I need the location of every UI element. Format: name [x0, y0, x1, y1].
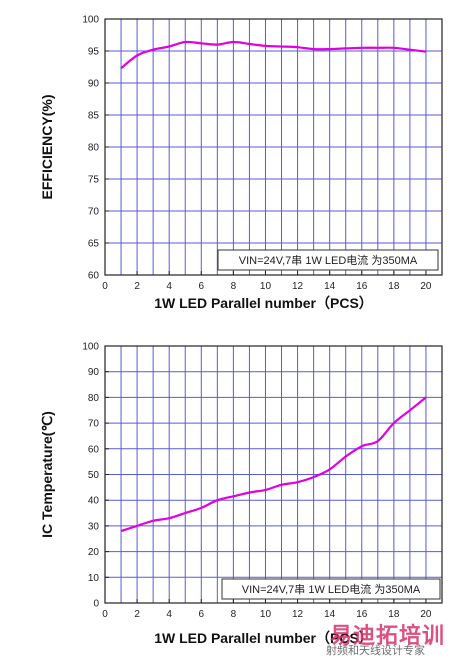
y-tick-label: 100: [82, 342, 99, 353]
annotation-box: VIN=24V,7串 1W LED电流 为350MA: [217, 249, 439, 271]
watermark-subtitle: 射频和天线设计专家: [326, 644, 425, 657]
x-tick-label: 14: [324, 281, 336, 292]
y-tick-label: 70: [88, 419, 100, 430]
y-tick-label: 60: [88, 444, 100, 455]
x-tick-label: 2: [134, 281, 140, 292]
x-tick-label: 12: [292, 609, 304, 620]
x-tick-label: 0: [102, 609, 108, 620]
y-axis-label: EFFICIENCY(%): [39, 95, 55, 200]
y-tick-label: 100: [82, 15, 99, 26]
y-tick-label: 75: [88, 175, 100, 186]
annotation-frame: [217, 249, 439, 271]
annotation-text: VIN=24V,7串 1W LED电流 为350MA: [239, 253, 418, 267]
grid: [105, 346, 442, 603]
x-tick-label: 8: [231, 609, 237, 620]
chart-1: 0 2 4 6 8 10 12 14 16 18 20 60 65 70 75 80 85 90 95 100 1W L…: [39, 15, 443, 311]
x-tick-label: 10: [260, 609, 272, 620]
y-tick-label: 80: [88, 143, 100, 154]
x-tick-label: 16: [356, 609, 368, 620]
y-tick-label: 50: [88, 470, 100, 481]
annotation-text: VIN=24V,7串 1W LED电流 为350MA: [242, 582, 421, 596]
y-tick-label: 70: [88, 207, 100, 218]
y-tick-label: 40: [88, 496, 100, 507]
y-tick-label: 60: [88, 271, 100, 282]
y-tick-label: 80: [88, 393, 100, 404]
x-tick-label: 4: [166, 281, 172, 292]
x-tick-label: 6: [199, 609, 205, 620]
chart-2: 0 2 4 6 8 10 12 14 16 18 20 0 10 20 30 40 50 60 70 80 90 100 1…: [39, 342, 443, 646]
x-tick-label: 20: [420, 281, 432, 292]
y-tick-label: 0: [93, 599, 99, 610]
x-tick-label: 6: [199, 281, 205, 292]
x-tick-label: 4: [166, 609, 172, 620]
x-tick-label: 18: [388, 609, 400, 620]
x-tick-label: 0: [102, 281, 108, 292]
y-tick-label: 30: [88, 521, 100, 532]
watermark-logo: 易迪拓培训 射频和天线设计专家: [322, 618, 472, 657]
x-axis-label: 1W LED Parallel number（PCS）: [154, 630, 373, 646]
y-tick-label: 95: [88, 47, 100, 58]
x-tick-label: 10: [260, 281, 272, 292]
x-tick-label: 14: [324, 609, 336, 620]
series-line: [120, 396, 427, 533]
x-tick-label: 18: [388, 281, 400, 292]
annotation-frame: [221, 578, 441, 600]
x-axis-label: 1W LED Parallel number（PCS）: [154, 295, 373, 311]
x-tick-label: 20: [420, 609, 432, 620]
watermark-title: 易迪拓培训: [330, 624, 446, 649]
y-tick-label: 90: [88, 79, 100, 90]
y-tick-label: 10: [88, 573, 100, 584]
x-tick-label: 12: [292, 281, 304, 292]
y-axis-label: IC Temperature(℃): [39, 411, 55, 538]
series-line: [120, 40, 427, 70]
y-tick-label: 65: [88, 239, 100, 250]
grid: [105, 19, 442, 275]
annotation-box: VIN=24V,7串 1W LED电流 为350MA: [221, 578, 441, 600]
x-tick-label: 8: [231, 281, 237, 292]
y-tick-label: 90: [88, 367, 100, 378]
x-tick-label: 2: [134, 609, 140, 620]
y-tick-label: 85: [88, 111, 100, 122]
x-tick-label: 16: [356, 281, 368, 292]
y-tick-label: 20: [88, 547, 100, 558]
